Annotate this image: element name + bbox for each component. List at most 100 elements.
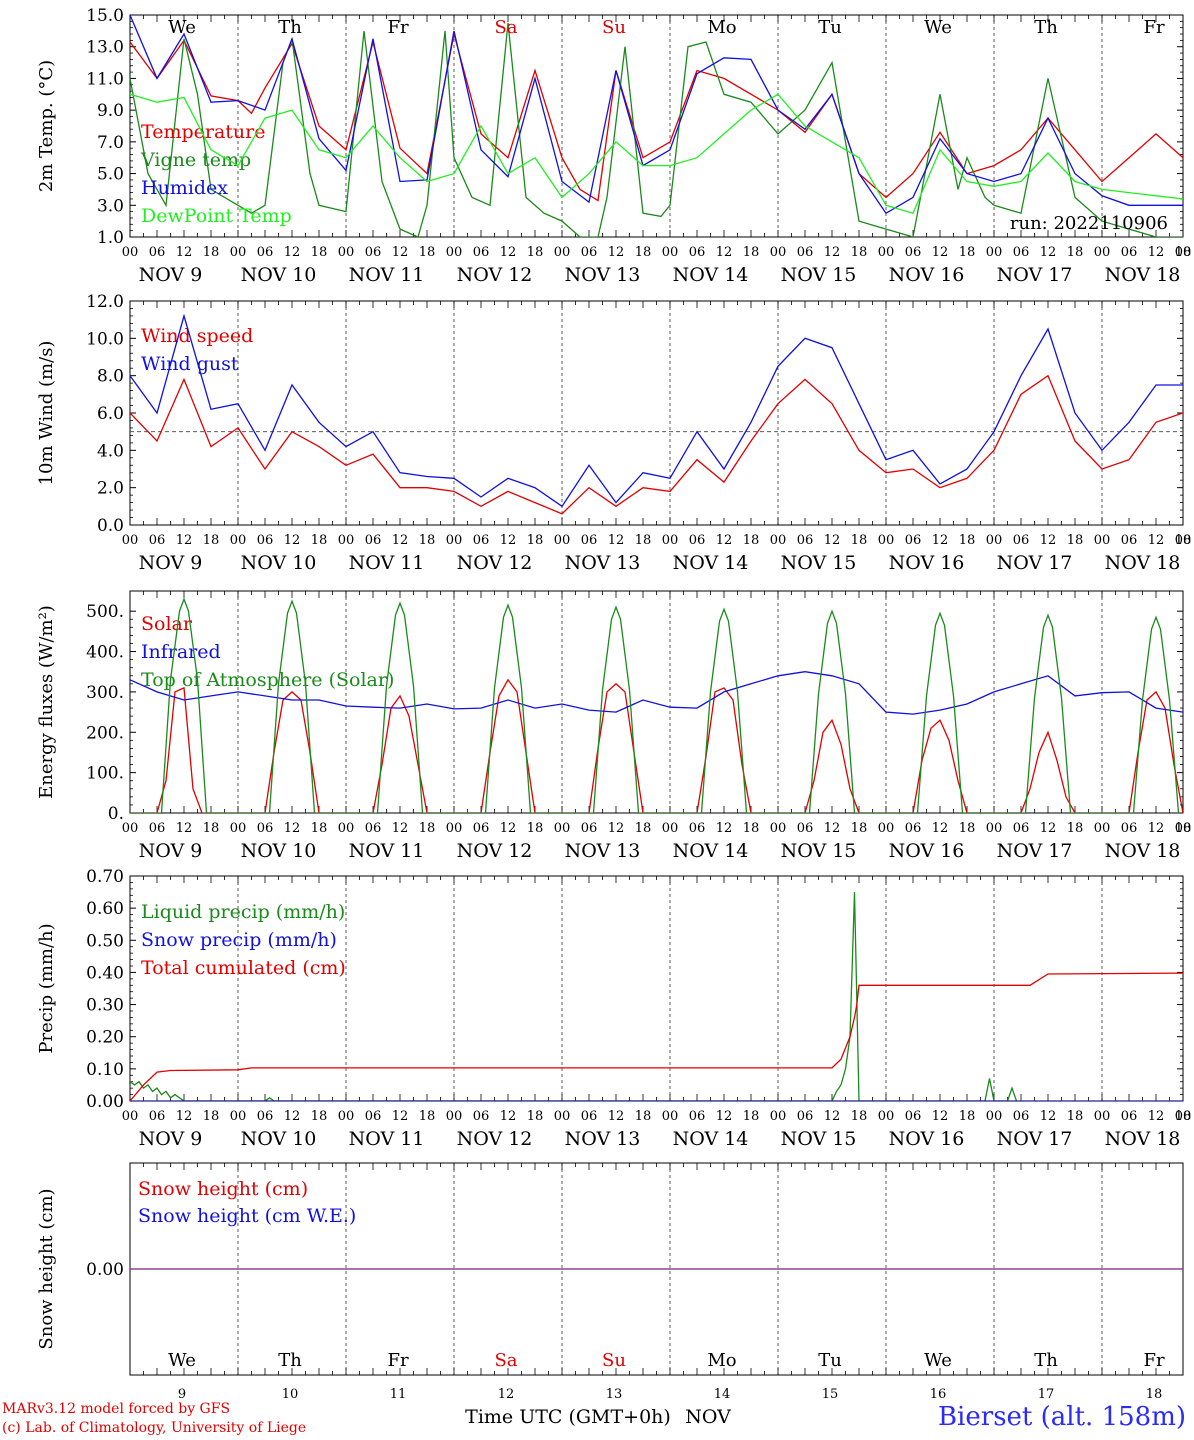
date-label: NOV 13 <box>565 1128 641 1150</box>
date-label: NOV 12 <box>457 1128 533 1150</box>
hour-tick-label: 12 <box>392 1109 409 1124</box>
hour-tick-label: 12 <box>1040 245 1057 260</box>
hour-tick-label: 12 <box>932 821 949 836</box>
date-label: NOV 14 <box>673 552 749 574</box>
date-label: NOV 14 <box>673 264 749 286</box>
series-line-dewpoint-temp <box>130 93 1183 214</box>
hour-tick-label: 18 <box>419 533 436 548</box>
date-label: NOV 12 <box>457 552 533 574</box>
hour-tick-label: 06 <box>689 533 706 548</box>
hour-tick-label: 18 <box>959 245 976 260</box>
hour-tick-label: 00 <box>338 821 355 836</box>
hour-tick-label: 18 <box>1175 821 1192 836</box>
date-label: NOV 15 <box>781 840 857 862</box>
hour-tick-label: 06 <box>257 821 274 836</box>
day-number-label: 9 <box>178 1387 186 1402</box>
date-label: NOV 16 <box>889 1128 965 1150</box>
y-axis-label: Snow height (cm) <box>36 1188 57 1349</box>
date-label: NOV 11 <box>349 1128 425 1150</box>
day-of-week-label: Th <box>278 1350 302 1371</box>
y-tick-label: 300. <box>86 683 124 703</box>
legend-infrared: Infrared <box>141 641 221 663</box>
hour-tick-label: 00 <box>1094 821 1111 836</box>
hour-tick-label: 00 <box>986 1109 1003 1124</box>
hour-tick-label: 00 <box>878 821 895 836</box>
y-tick-label: 0.60 <box>86 899 124 919</box>
date-label: NOV 16 <box>889 840 965 862</box>
hour-tick-label: 12 <box>1040 533 1057 548</box>
hour-tick-label: 18 <box>311 1109 328 1124</box>
hour-tick-label: 18 <box>1175 1109 1192 1124</box>
hour-tick-label: 18 <box>959 533 976 548</box>
panel-frame-1 <box>129 300 1184 526</box>
hour-tick-label: 00 <box>230 533 247 548</box>
y-tick-label: 1.0 <box>97 228 124 248</box>
y-tick-label: 5.0 <box>97 165 124 185</box>
hour-tick-label: 06 <box>1121 533 1138 548</box>
date-label: NOV 15 <box>781 1128 857 1150</box>
hour-tick-label: 00 <box>554 821 571 836</box>
date-label: NOV 17 <box>997 264 1073 286</box>
date-label: NOV 17 <box>997 1128 1073 1150</box>
hour-tick-label: 12 <box>284 1109 301 1124</box>
x-axis-label: Time UTC (GMT+0h) <box>465 1406 671 1428</box>
hour-tick-label: 06 <box>689 821 706 836</box>
hour-tick-label: 18 <box>851 821 868 836</box>
day-of-week-label: Mo <box>707 17 736 38</box>
hour-tick-label: 00 <box>1175 1109 1192 1124</box>
hour-tick-label: 00 <box>1175 245 1192 260</box>
hour-tick-label: 18 <box>203 1109 220 1124</box>
hour-tick-label: 00 <box>770 821 787 836</box>
hour-tick-label: 06 <box>581 533 598 548</box>
hour-tick-label: 00 <box>986 245 1003 260</box>
date-label: NOV 18 <box>1105 264 1181 286</box>
hour-tick-label: 06 <box>257 1109 274 1124</box>
day-of-week-label: Su <box>602 17 626 38</box>
hour-tick-label: 18 <box>527 821 544 836</box>
hour-tick-label: 18 <box>959 1109 976 1124</box>
hour-tick-label: 06 <box>473 245 490 260</box>
day-of-week-label: Sa <box>494 17 517 38</box>
hour-tick-label: 18 <box>851 533 868 548</box>
y-axis-label: 2m Temp. (°C) <box>36 60 57 192</box>
hour-tick-label: 18 <box>203 245 220 260</box>
hour-tick-label: 06 <box>365 533 382 548</box>
date-label: NOV 14 <box>673 1128 749 1150</box>
hour-tick-label: 18 <box>1067 1109 1084 1124</box>
hour-tick-label: 06 <box>905 533 922 548</box>
hour-tick-label: 00 <box>122 821 139 836</box>
day-of-week-label: Tu <box>818 17 842 38</box>
hour-tick-label: 12 <box>176 245 193 260</box>
panel-frame-2 <box>129 590 1184 814</box>
day-of-week-label: Th <box>1034 1350 1058 1371</box>
y-tick-label: 0.70 <box>86 867 124 887</box>
hour-tick-label: 06 <box>689 1109 706 1124</box>
hour-tick-label: 06 <box>1121 821 1138 836</box>
hour-tick-label: 12 <box>1148 1109 1165 1124</box>
y-tick-label: 0.00 <box>86 1260 124 1280</box>
hour-tick-label: 00 <box>122 533 139 548</box>
legend-snow-height-cm-: Snow height (cm) <box>138 1178 308 1200</box>
hour-tick-label: 00 <box>662 1109 679 1124</box>
y-tick-label: 0.10 <box>86 1060 124 1080</box>
date-label: NOV 9 <box>139 840 203 862</box>
y-tick-label: 7.0 <box>97 133 124 153</box>
station-name: Bierset (alt. 158m) <box>937 1402 1186 1432</box>
hour-tick-label: 06 <box>581 1109 598 1124</box>
hour-tick-label: 00 <box>662 821 679 836</box>
date-label: NOV 18 <box>1105 840 1181 862</box>
hour-tick-label: 12 <box>824 245 841 260</box>
hour-tick-label: 00 <box>554 533 571 548</box>
y-tick-label: 3.0 <box>97 196 124 216</box>
y-axis-label: Precip (mm/h) <box>36 923 57 1053</box>
date-label: NOV 17 <box>997 840 1073 862</box>
hour-tick-label: 06 <box>581 821 598 836</box>
date-label: NOV 10 <box>241 1128 317 1150</box>
day-of-week-label: Tu <box>818 1350 842 1371</box>
date-label: NOV 11 <box>349 264 425 286</box>
hour-tick-label: 18 <box>311 821 328 836</box>
hour-tick-label: 18 <box>527 533 544 548</box>
hour-tick-label: 12 <box>824 1109 841 1124</box>
hour-tick-label: 18 <box>419 245 436 260</box>
day-of-week-label: Fr <box>387 1350 408 1371</box>
